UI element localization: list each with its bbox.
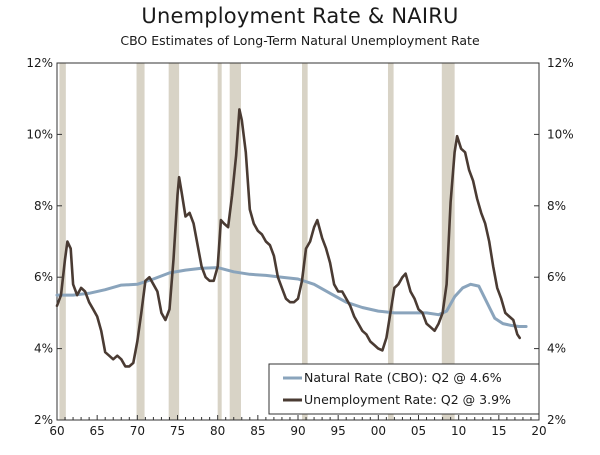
series-line-natural-rate xyxy=(55,266,528,328)
series-lines xyxy=(55,108,528,368)
x-tick-label: 70 xyxy=(130,424,145,438)
y-tick-label-right: 4% xyxy=(547,342,566,356)
x-tick-label: 10 xyxy=(451,424,466,438)
legend-label-natural-rate: Natural Rate (CBO): Q2 @ 4.6% xyxy=(304,370,502,385)
y-tick-label-left: 12% xyxy=(26,56,53,70)
y-tick-label-left: 6% xyxy=(34,270,53,284)
y-tick-label-right: 12% xyxy=(547,56,574,70)
x-tick-label: 75 xyxy=(170,424,185,438)
x-tick-label: 90 xyxy=(290,424,305,438)
y-tick-label-left: 10% xyxy=(26,127,53,141)
axis-labels: 2% 2% 4% 4% 6% 6% 8% 8% 10% 10% 12% 12% 60 65 70 75 80 85… xyxy=(26,56,573,438)
y-tick-label-right: 10% xyxy=(547,127,574,141)
x-tick-label: 85 xyxy=(250,424,265,438)
y-tick-label-left: 4% xyxy=(34,342,53,356)
x-tick-label: 20 xyxy=(531,424,546,438)
recession-band xyxy=(302,63,308,420)
series-line-unemployment-rate xyxy=(55,108,521,368)
legend-label-unemployment-rate: Unemployment Rate: Q2 @ 3.9% xyxy=(304,392,511,407)
x-tick-label: 60 xyxy=(49,424,64,438)
x-tick-label: 15 xyxy=(491,424,506,438)
recession-band xyxy=(387,63,394,420)
axis-ticks xyxy=(56,62,540,421)
x-tick-label: 05 xyxy=(411,424,426,438)
legend: Natural Rate (CBO): Q2 @ 4.6% Unemployme… xyxy=(268,363,540,415)
chart-title: Unemployment Rate & NAIRU xyxy=(141,4,459,28)
y-tick-label-right: 6% xyxy=(547,270,566,284)
x-tick-label: 00 xyxy=(371,424,386,438)
y-tick-label-left: 2% xyxy=(34,413,53,427)
recession-band xyxy=(59,63,66,420)
x-tick-label: 95 xyxy=(331,424,346,438)
recession-band xyxy=(229,63,241,420)
y-tick-label-right: 2% xyxy=(547,413,566,427)
y-tick-label-left: 8% xyxy=(34,199,53,213)
chart-subtitle: CBO Estimates of Long-Term Natural Unemp… xyxy=(120,33,480,48)
x-tick-label: 65 xyxy=(90,424,105,438)
y-tick-label-right: 8% xyxy=(547,199,566,213)
legend-box xyxy=(268,363,540,415)
x-tick-label: 80 xyxy=(210,424,225,438)
recession-band xyxy=(136,63,145,420)
